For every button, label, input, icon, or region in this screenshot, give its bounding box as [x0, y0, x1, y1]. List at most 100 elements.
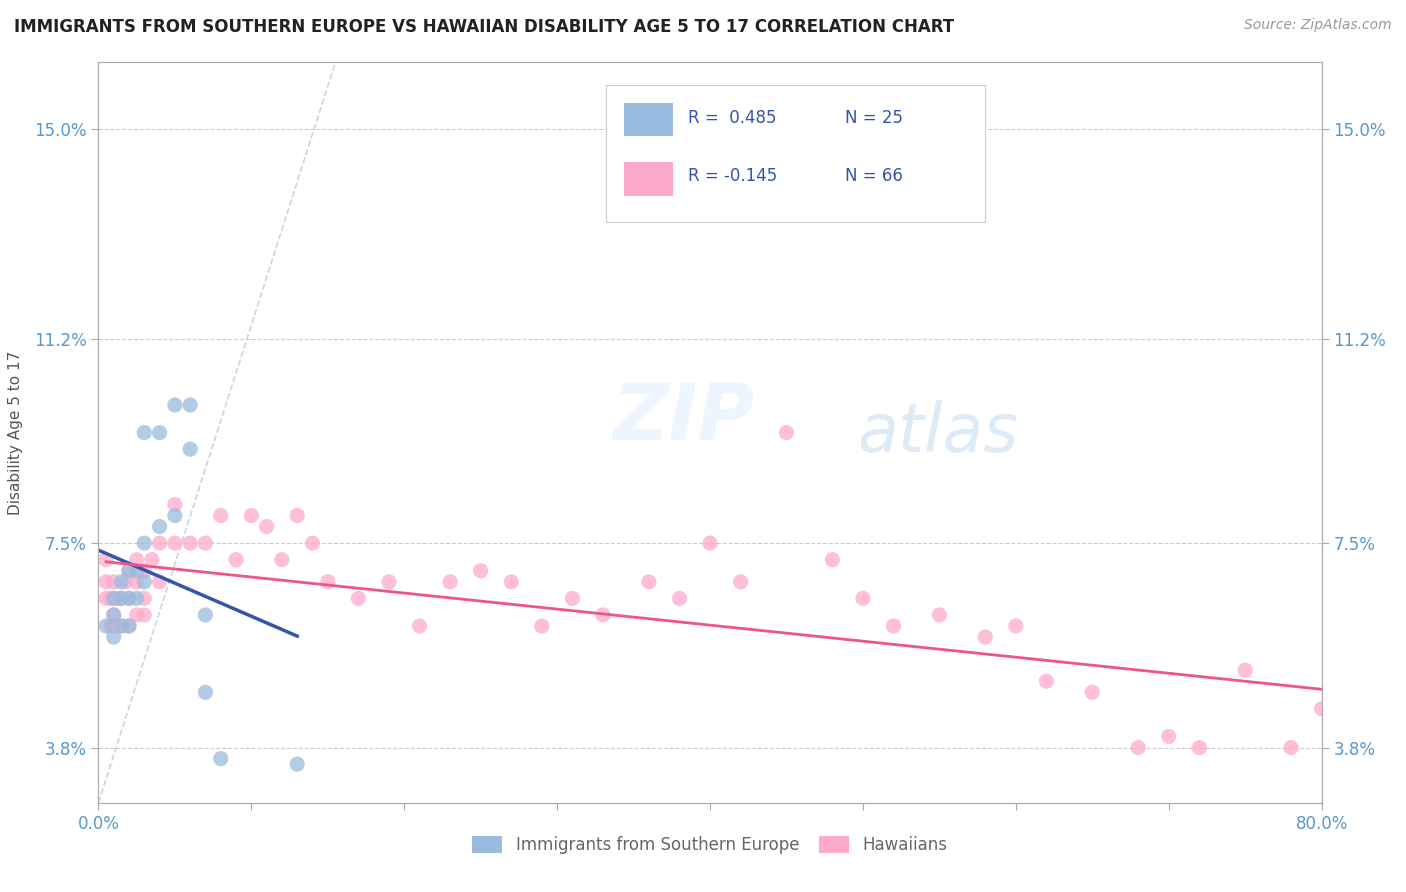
Point: [347, 591, 370, 606]
Point: [821, 552, 844, 566]
Point: [1004, 619, 1026, 633]
Point: [408, 619, 430, 633]
Text: N = 66: N = 66: [845, 167, 903, 185]
Point: [301, 536, 323, 550]
Point: [94, 574, 117, 589]
Point: [501, 574, 523, 589]
Point: [637, 574, 661, 589]
Point: [974, 630, 997, 644]
Point: [592, 607, 614, 622]
Point: [103, 607, 125, 622]
Point: [209, 751, 232, 765]
Point: [316, 574, 339, 589]
Point: [439, 574, 461, 589]
Point: [179, 536, 201, 550]
Point: [105, 591, 128, 606]
Point: [125, 564, 148, 578]
Text: ZIP: ZIP: [612, 380, 755, 456]
Point: [561, 591, 583, 606]
Point: [118, 591, 141, 606]
Point: [94, 552, 117, 566]
Text: Source: ZipAtlas.com: Source: ZipAtlas.com: [1244, 18, 1392, 32]
Point: [194, 536, 217, 550]
Point: [1128, 740, 1150, 755]
Point: [699, 536, 721, 550]
Point: [194, 685, 217, 699]
Point: [134, 564, 156, 578]
Point: [134, 591, 156, 606]
Point: [668, 591, 690, 606]
Point: [285, 508, 308, 523]
Point: [163, 498, 186, 512]
Point: [125, 607, 148, 622]
Point: [1157, 730, 1180, 744]
Point: [225, 552, 247, 566]
Point: [240, 508, 263, 523]
Point: [103, 607, 125, 622]
Point: [125, 574, 148, 589]
Point: [110, 591, 132, 606]
Point: [125, 591, 148, 606]
Point: [100, 591, 122, 606]
Point: [134, 607, 156, 622]
Point: [94, 619, 117, 633]
Point: [883, 619, 905, 633]
Point: [115, 574, 138, 589]
Point: [100, 619, 122, 633]
Point: [1234, 663, 1257, 677]
Point: [928, 607, 950, 622]
Point: [118, 564, 141, 578]
Point: [470, 564, 492, 578]
Point: [209, 508, 232, 523]
Point: [149, 536, 172, 550]
Point: [110, 574, 132, 589]
Point: [118, 564, 141, 578]
Point: [1081, 685, 1104, 699]
Point: [163, 508, 186, 523]
Y-axis label: Disability Age 5 to 17: Disability Age 5 to 17: [8, 351, 22, 515]
Point: [103, 619, 125, 633]
Point: [256, 519, 278, 533]
Text: R =  0.485: R = 0.485: [688, 109, 776, 127]
Point: [163, 536, 186, 550]
Text: R = -0.145: R = -0.145: [688, 167, 778, 185]
Point: [285, 757, 308, 772]
Point: [118, 619, 141, 633]
Point: [1341, 730, 1364, 744]
FancyBboxPatch shape: [624, 162, 673, 195]
Point: [775, 425, 797, 440]
Point: [1310, 702, 1333, 716]
Point: [149, 574, 172, 589]
Point: [118, 619, 141, 633]
Point: [134, 536, 156, 550]
Text: N = 25: N = 25: [845, 109, 903, 127]
Point: [134, 425, 156, 440]
Point: [149, 519, 172, 533]
Point: [110, 591, 132, 606]
Legend: Immigrants from Southern Europe, Hawaiians: Immigrants from Southern Europe, Hawaiia…: [465, 830, 955, 861]
Point: [1279, 740, 1302, 755]
Text: IMMIGRANTS FROM SOUTHERN EUROPE VS HAWAIIAN DISABILITY AGE 5 TO 17 CORRELATION C: IMMIGRANTS FROM SOUTHERN EUROPE VS HAWAI…: [14, 18, 955, 36]
Point: [194, 607, 217, 622]
Point: [103, 574, 125, 589]
Point: [163, 398, 186, 412]
Point: [94, 591, 117, 606]
Point: [730, 574, 752, 589]
Point: [118, 591, 141, 606]
Point: [149, 425, 172, 440]
Point: [378, 574, 401, 589]
Point: [179, 442, 201, 457]
FancyBboxPatch shape: [624, 103, 673, 136]
Point: [103, 630, 125, 644]
Point: [852, 591, 875, 606]
Point: [125, 552, 148, 566]
Point: [179, 398, 201, 412]
Point: [134, 574, 156, 589]
Point: [530, 619, 553, 633]
Point: [110, 619, 132, 633]
Point: [1188, 740, 1211, 755]
Point: [270, 552, 292, 566]
FancyBboxPatch shape: [606, 85, 986, 221]
Point: [1035, 674, 1057, 689]
Point: [110, 619, 132, 633]
